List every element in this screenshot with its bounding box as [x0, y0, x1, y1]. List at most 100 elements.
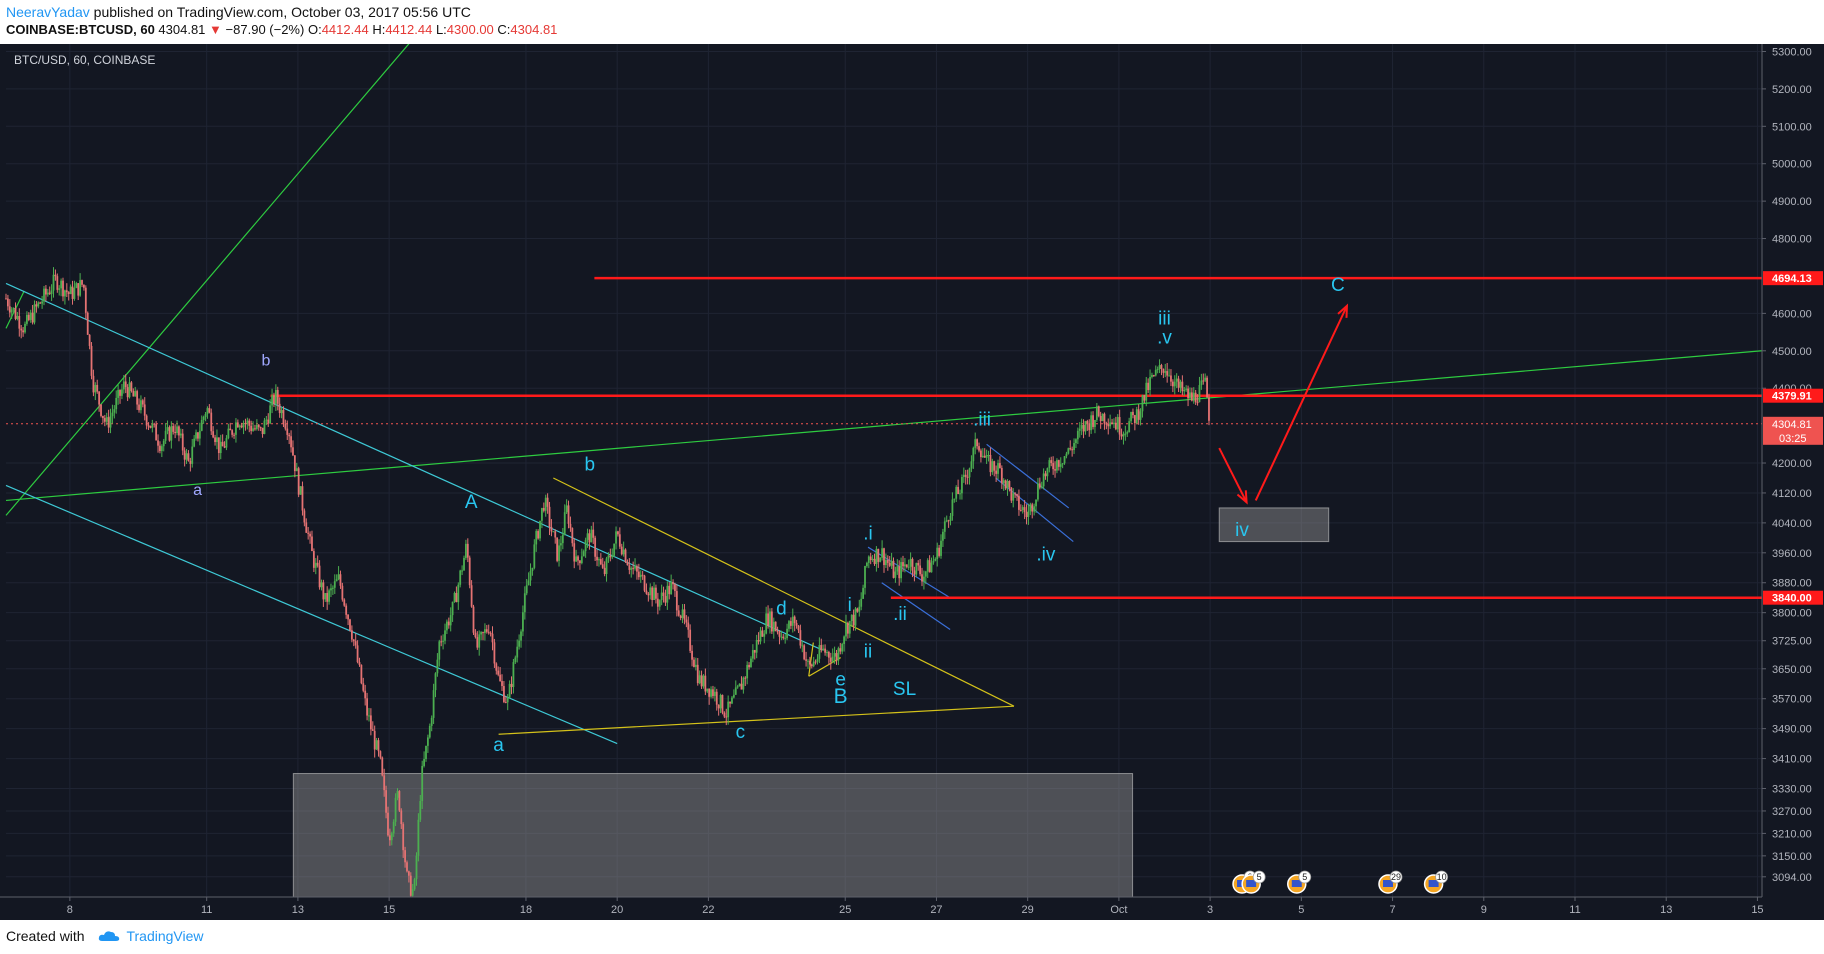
candle-body — [1156, 369, 1159, 371]
wave-label: .iv — [1036, 544, 1056, 565]
event-count: 5 — [1257, 872, 1262, 882]
candle-body — [444, 630, 446, 641]
candle-body — [839, 648, 842, 652]
candle-body — [708, 688, 711, 697]
candle-body — [400, 810, 403, 825]
candle-body — [841, 643, 844, 652]
candle-body — [109, 416, 112, 428]
candle-body — [1198, 385, 1201, 403]
candle-body — [58, 288, 61, 290]
arrow-head — [1337, 303, 1349, 318]
candle-body — [871, 558, 874, 561]
x-tick-label: 9 — [1481, 904, 1487, 916]
trend-line-yellow — [498, 705, 1015, 735]
candle-body — [390, 833, 393, 841]
candle-body — [455, 592, 458, 603]
candle-body — [978, 446, 980, 451]
candle-body — [1029, 504, 1032, 512]
candle-body — [8, 306, 11, 313]
price-axis — [1762, 44, 1824, 897]
candle-body — [786, 628, 788, 639]
candle-body — [7, 298, 9, 307]
candle-body — [1183, 389, 1186, 392]
wave-label: iii — [1158, 309, 1171, 330]
candle-body — [789, 621, 792, 626]
candle-body — [73, 287, 76, 299]
y-tick-label: 4600.00 — [1772, 308, 1812, 320]
high-label: H: — [372, 22, 386, 37]
candle-body — [478, 634, 481, 648]
candle-body — [586, 533, 589, 540]
candle-body — [833, 653, 836, 657]
candle-body — [453, 592, 456, 602]
candle-body — [1095, 406, 1098, 420]
wave-label: .iii — [973, 410, 991, 431]
candle-body — [947, 520, 950, 522]
countdown-label: 03:25 — [1779, 433, 1807, 445]
low-value: 4300.00 — [446, 22, 494, 37]
candle-body — [225, 438, 228, 448]
candle-body — [677, 610, 680, 616]
candle-body — [257, 424, 260, 428]
candle-body — [426, 737, 429, 746]
candle-body — [1151, 374, 1153, 377]
candle-body — [539, 520, 541, 539]
candle-body — [1052, 463, 1055, 470]
candle-body — [322, 582, 325, 600]
candle-body — [1056, 460, 1058, 471]
wave-label: d — [776, 599, 787, 620]
x-tick-label: 5 — [1298, 904, 1304, 916]
candle-body — [772, 621, 775, 632]
candle-body — [691, 650, 693, 660]
candle-body — [968, 468, 971, 478]
candle-body — [1023, 507, 1026, 513]
candle-body — [1162, 368, 1165, 373]
candle-body — [121, 389, 123, 396]
candle-body — [1204, 377, 1207, 381]
candle-body — [238, 425, 241, 428]
candle-body — [732, 694, 735, 698]
candle-body — [134, 391, 137, 397]
candle-body — [858, 606, 861, 612]
created-with-text: Created with — [6, 928, 85, 944]
candle-body — [1057, 460, 1060, 467]
candle-body — [96, 384, 99, 392]
event-count-badge — [1298, 870, 1312, 884]
candle-body — [1031, 504, 1034, 512]
x-tick-label: 20 — [611, 904, 623, 916]
candle-body — [84, 287, 87, 313]
candle-body — [886, 560, 889, 563]
author-link[interactable]: NeeravYadav — [6, 4, 90, 20]
x-tick-label: 3 — [1207, 904, 1213, 916]
candle-body — [130, 382, 133, 391]
candle-body — [788, 621, 790, 629]
candle-body — [1130, 411, 1132, 422]
candle-body — [411, 889, 414, 896]
candle-body — [641, 574, 644, 576]
candle-body — [808, 660, 811, 665]
arrow-shaft — [1254, 305, 1348, 501]
candle-body — [565, 505, 568, 513]
candle-body — [297, 468, 300, 495]
candle-body — [219, 441, 222, 454]
candle-body — [653, 587, 655, 601]
candle-body — [88, 334, 91, 346]
candle-body — [712, 689, 714, 696]
candle-body — [402, 824, 405, 851]
candle-body — [997, 463, 999, 474]
tradingview-link[interactable]: TradingView — [126, 928, 204, 944]
candle-body — [848, 621, 851, 634]
candle-body — [1154, 369, 1157, 376]
candle-body — [879, 557, 882, 562]
candle-body — [273, 395, 275, 404]
candle-body — [1152, 374, 1155, 376]
candle-body — [854, 608, 857, 626]
candle-body — [1116, 417, 1119, 430]
candle-body — [1126, 432, 1129, 434]
candle-body — [1145, 382, 1148, 401]
candle-body — [229, 428, 232, 431]
candle-body — [170, 426, 173, 441]
candle-body — [869, 556, 872, 561]
